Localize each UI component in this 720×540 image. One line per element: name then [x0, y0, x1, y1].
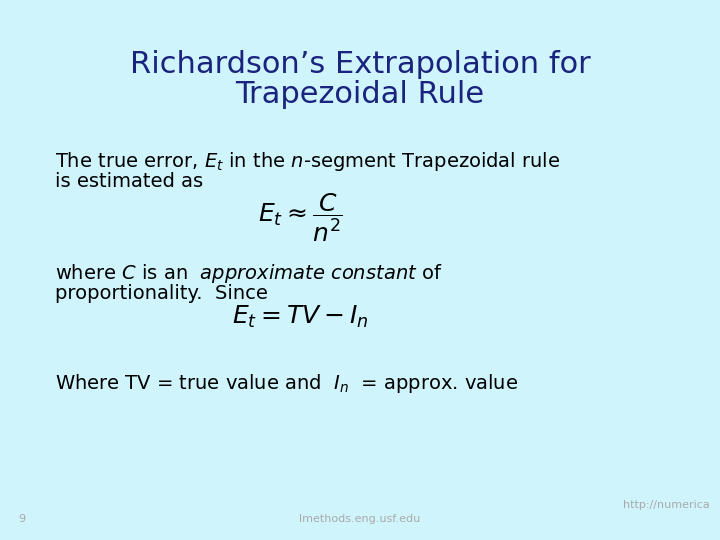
Text: Where TV = true value and  $I_n$  = approx. value: Where TV = true value and $I_n$ = approx…	[55, 372, 518, 395]
Text: http://numerica: http://numerica	[624, 500, 710, 510]
Text: where $C$ is an  $\mathit{approximate\ constant}$ of: where $C$ is an $\mathit{approximate\ co…	[55, 262, 443, 285]
Text: lmethods.eng.usf.edu: lmethods.eng.usf.edu	[300, 514, 420, 524]
Text: is estimated as: is estimated as	[55, 172, 203, 191]
Text: Trapezoidal Rule: Trapezoidal Rule	[235, 80, 485, 109]
Text: $E_t \approx \dfrac{C}{n^2}$: $E_t \approx \dfrac{C}{n^2}$	[258, 192, 343, 244]
Text: The true error, $E_t$ in the $n$-segment Trapezoidal rule: The true error, $E_t$ in the $n$-segment…	[55, 150, 560, 173]
Text: 9: 9	[18, 514, 25, 524]
Text: $E_t = TV - I_n$: $E_t = TV - I_n$	[232, 304, 368, 330]
Text: proportionality.  Since: proportionality. Since	[55, 284, 268, 303]
Text: Richardson’s Extrapolation for: Richardson’s Extrapolation for	[130, 50, 590, 79]
